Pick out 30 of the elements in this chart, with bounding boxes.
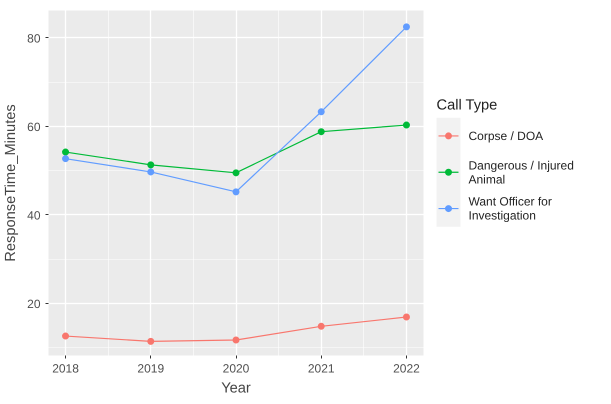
- point: [318, 108, 325, 116]
- point: [318, 128, 325, 136]
- point: [232, 336, 240, 344]
- legend-label: Want Officer for Investigation: [468, 194, 552, 223]
- legend-title: Call Type: [436, 98, 498, 114]
- point: [62, 332, 70, 340]
- y-tick-label: 80: [27, 31, 41, 46]
- point: [62, 155, 70, 162]
- point: [402, 23, 410, 30]
- y-tick-label: 60: [27, 120, 41, 134]
- x-axis-title: Year: [221, 380, 251, 396]
- point: [318, 322, 325, 330]
- y-tick-label: 40: [27, 208, 41, 222]
- point: [147, 168, 154, 176]
- y-tick-label: 20: [27, 296, 41, 311]
- point: [62, 148, 70, 156]
- legend-label: Dangerous / Injured Animal: [468, 158, 574, 186]
- x-tick-label: 2022: [393, 362, 420, 376]
- legend-label: Corpse / DOA: [468, 128, 544, 143]
- point: [402, 314, 410, 321]
- point: [147, 338, 154, 345]
- point: [232, 169, 240, 176]
- y-axis-title: ResponseTime_Minutes: [3, 104, 20, 262]
- point: [147, 161, 154, 168]
- x-tick-label: 2019: [137, 362, 164, 376]
- point: [232, 188, 240, 196]
- point: [402, 122, 410, 129]
- x-tick-label: 2018: [52, 362, 80, 376]
- x-tick-label: 2021: [308, 362, 335, 376]
- x-tick-label: 2020: [222, 362, 250, 376]
